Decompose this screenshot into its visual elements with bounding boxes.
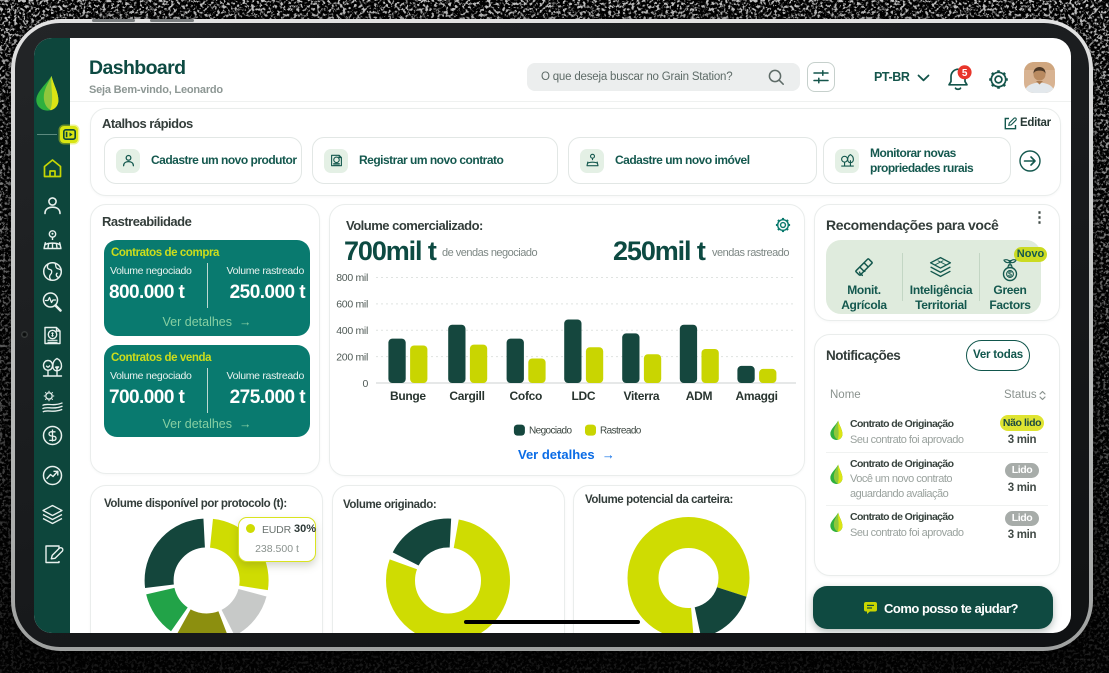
svg-text:Cargill: Cargill (449, 389, 484, 403)
svg-text:800 mil: 800 mil (336, 272, 368, 284)
svg-text:400 mil: 400 mil (336, 325, 368, 337)
svg-text:Negociado: Negociado (529, 426, 572, 437)
svg-text:Cofco: Cofco (510, 389, 543, 403)
svg-text:600 mil: 600 mil (336, 299, 368, 311)
svg-text:ADM: ADM (686, 389, 713, 403)
svg-text:$: $ (1008, 272, 1012, 279)
svg-text:Bunge: Bunge (390, 389, 426, 403)
svg-text:LDC: LDC (572, 389, 596, 403)
svg-text:Amaggi: Amaggi (735, 389, 777, 403)
svg-text:5: 5 (962, 68, 968, 79)
svg-text:0: 0 (362, 378, 368, 390)
svg-text:Viterra: Viterra (624, 389, 660, 403)
svg-text:Rastreado: Rastreado (600, 426, 642, 437)
svg-text:200 mil: 200 mil (336, 352, 368, 364)
